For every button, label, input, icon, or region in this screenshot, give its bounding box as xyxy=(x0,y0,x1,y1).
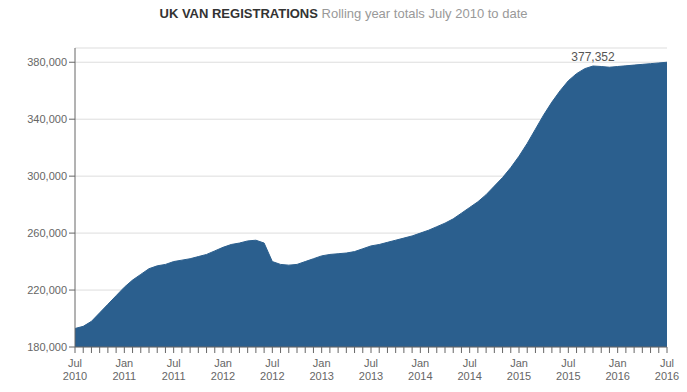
svg-text:Jul2014: Jul2014 xyxy=(457,357,481,382)
svg-text:Jul2011: Jul2011 xyxy=(162,357,186,382)
svg-text:Jul2013: Jul2013 xyxy=(359,357,383,382)
svg-text:Jul2015: Jul2015 xyxy=(556,357,580,382)
svg-text:Jan2014: Jan2014 xyxy=(408,357,432,382)
svg-text:Jul2016: Jul2016 xyxy=(655,357,679,382)
svg-text:300,000: 300,000 xyxy=(27,170,67,182)
svg-text:260,000: 260,000 xyxy=(27,227,67,239)
svg-text:340,000: 340,000 xyxy=(27,113,67,125)
svg-text:180,000: 180,000 xyxy=(27,341,67,353)
svg-text:Jan2012: Jan2012 xyxy=(211,357,235,382)
svg-text:220,000: 220,000 xyxy=(27,284,67,296)
svg-text:Jul2012: Jul2012 xyxy=(260,357,284,382)
svg-text:Jan2016: Jan2016 xyxy=(605,357,629,382)
svg-text:Jan2011: Jan2011 xyxy=(113,357,137,382)
svg-text:Jul2010: Jul2010 xyxy=(63,357,87,382)
svg-text:Jan2015: Jan2015 xyxy=(507,357,531,382)
svg-text:Jan2013: Jan2013 xyxy=(309,357,333,382)
svg-text:377,352: 377,352 xyxy=(571,50,615,64)
html-text:UK VAN REGISTRATIONS Rolling y: UK VAN REGISTRATIONS Rolling year totals… xyxy=(159,6,528,21)
svg-text:380,000: 380,000 xyxy=(27,56,67,68)
